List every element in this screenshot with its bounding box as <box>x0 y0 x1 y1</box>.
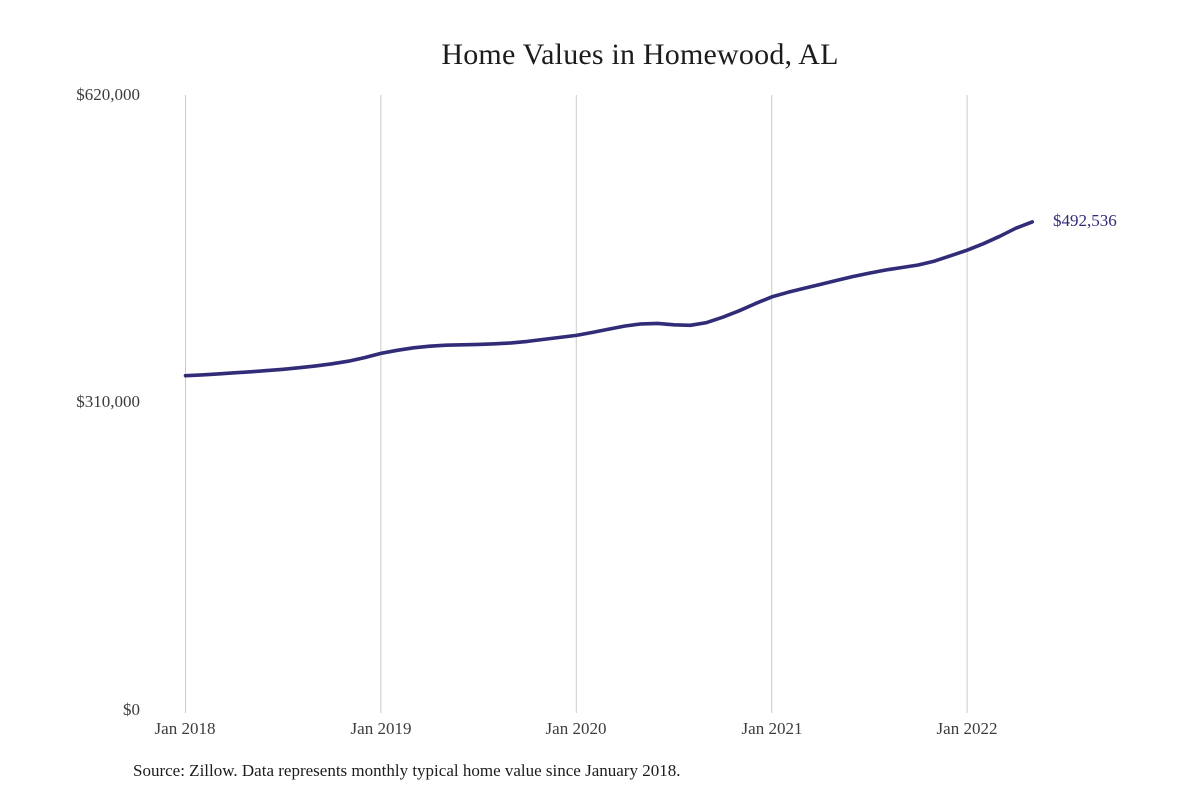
x-axis-tick-label: Jan 2021 <box>741 719 803 738</box>
x-axis-tick-label: Jan 2020 <box>545 719 607 738</box>
chart-title: Home Values in Homewood, AL <box>441 38 839 71</box>
y-axis-tick-label: $620,000 <box>76 85 140 104</box>
source-note: Source: Zillow. Data represents monthly … <box>133 761 681 780</box>
y-axis-tick-label: $310,000 <box>76 392 140 411</box>
x-axis-tick-label: Jan 2018 <box>154 719 216 738</box>
home-value-line-series <box>183 220 1034 378</box>
x-axis-tick-label: Jan 2019 <box>350 719 412 738</box>
latest-value-annotation: $492,536 <box>1053 211 1117 230</box>
y-axis-tick-label: $0 <box>123 700 140 719</box>
x-axis-tick-label: Jan 2022 <box>936 719 998 738</box>
